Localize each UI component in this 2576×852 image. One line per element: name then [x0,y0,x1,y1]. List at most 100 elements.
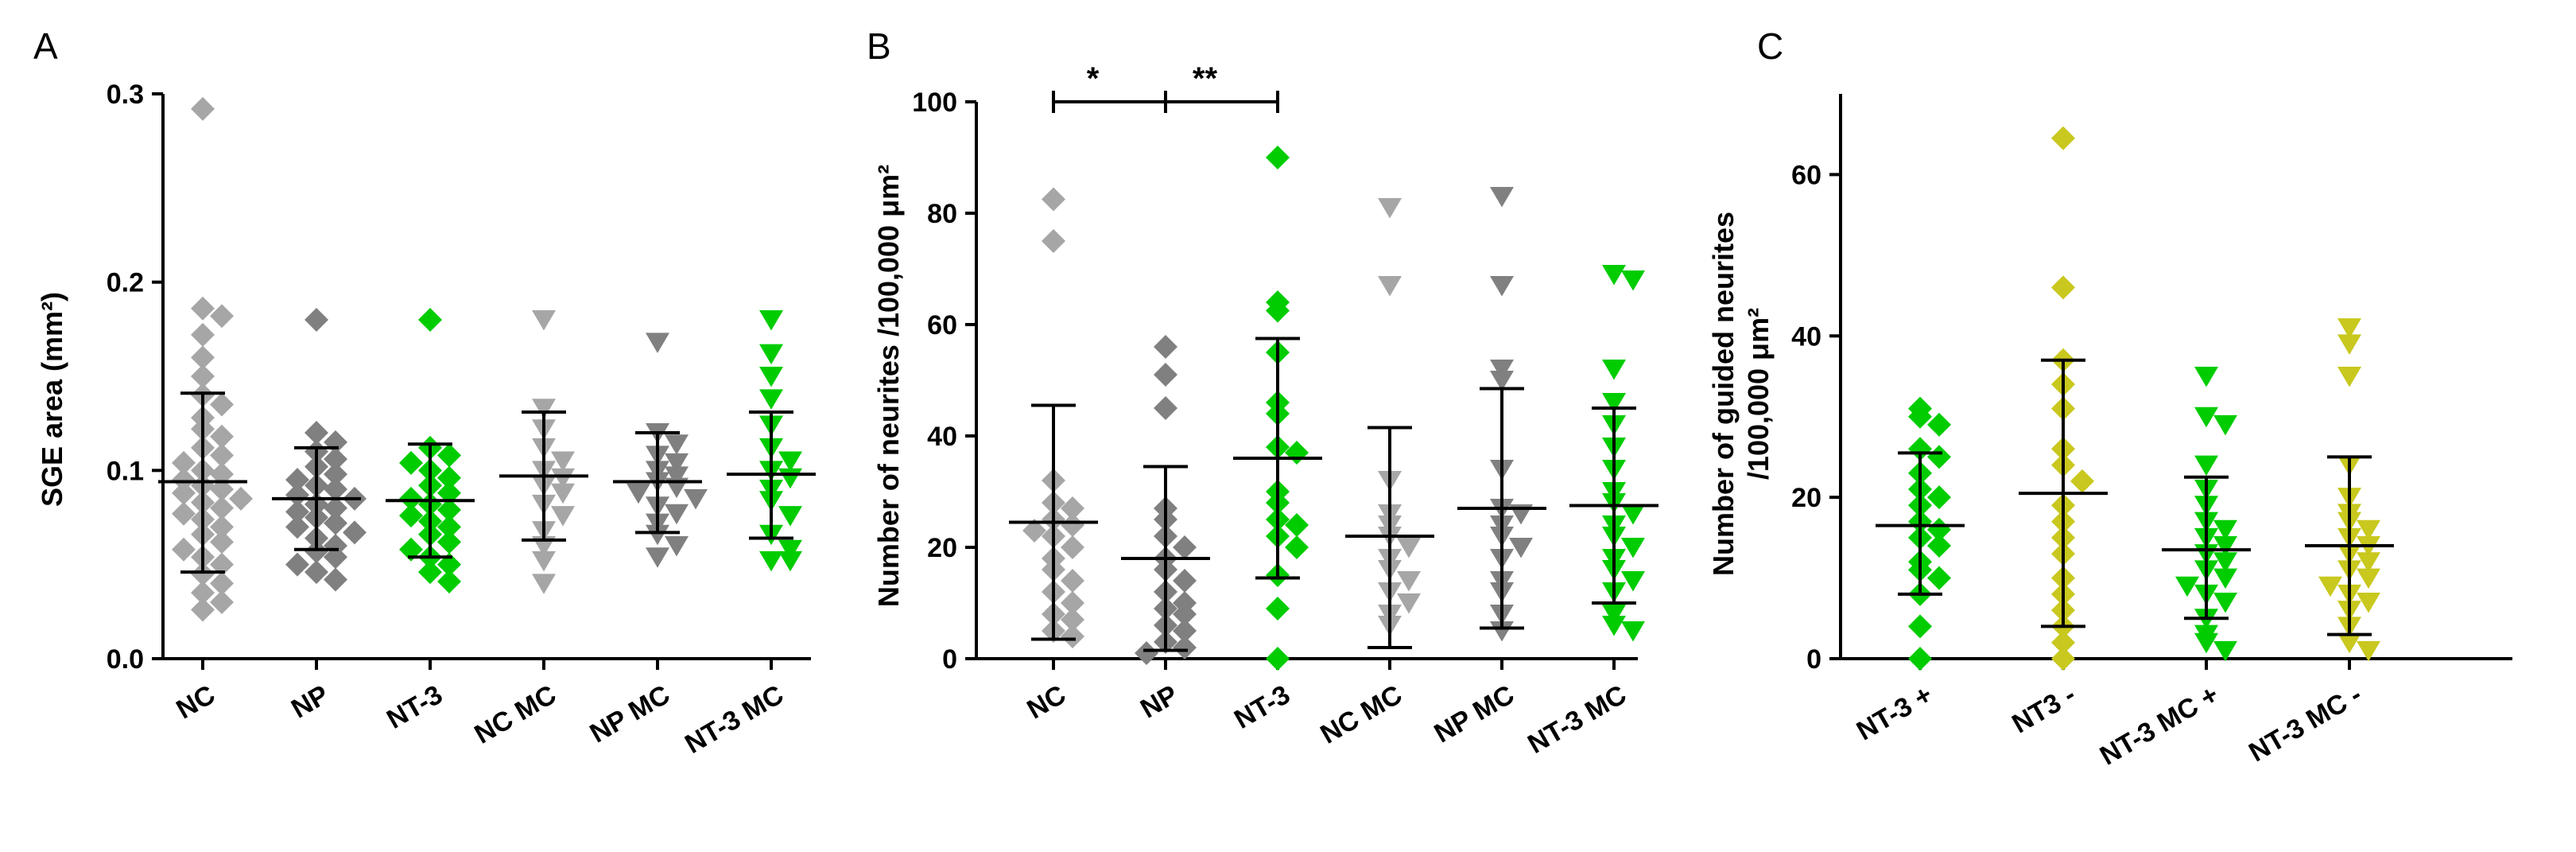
panel-a-point [437,465,461,490]
panel-a-point [324,511,347,535]
panel-b-y-tick-label: 40 [927,422,957,452]
panel-c-point [2194,632,2218,654]
panel-a-point [532,550,556,572]
panel-a-category-label: NT-3 [382,679,448,735]
panel-a-point [172,537,196,562]
panel-a-point [285,483,309,508]
panel-a-point [627,483,650,504]
panel-a-point [210,515,234,539]
panel-a-point [285,515,309,539]
panel-c-point [2337,367,2361,387]
panel-a-point [418,308,442,332]
panel-a-point [210,496,234,520]
panel-b-point [1154,335,1177,359]
panel-a-point [778,506,802,527]
panel-a-point [191,322,215,347]
panel-a-point [778,451,802,472]
panel-a-point [759,389,783,410]
panel-c-point [2357,552,2380,573]
panel-b-point [1061,569,1084,593]
panel-a-point [210,424,234,449]
panel-b-point [1621,571,1645,592]
panel-a-point [437,515,461,539]
panel-b-category-label: NT-3 MC [1523,679,1631,760]
panel-a-point [532,574,556,594]
panel-b-y-tick-label: 0 [942,644,957,675]
panel-b-y-tick-label: 20 [927,533,957,563]
panel-b-point [1285,535,1309,559]
panel-c-point [2357,568,2380,589]
panel-b-point [1173,569,1197,593]
panel-b-point [1621,270,1645,291]
panel-a-category-label: NC [171,679,220,725]
panel-b-point [1397,538,1421,558]
panel-a-point [665,504,689,525]
panel-b-point [1397,571,1421,592]
panel-b-point [1602,393,1626,414]
panel-a-point [191,345,215,370]
panel-c-point [2070,469,2094,493]
plot-layer: 0.00.10.20.3NC NP NT-3 NC MC NP MC NT-3 MC020… [107,61,2512,772]
panel-a-point [437,443,461,468]
panel-a-point [759,367,783,387]
panel-a-point [210,443,234,468]
panel-c-point [1908,404,1932,429]
panel-c-point [2194,407,2218,428]
panel-b-point [1621,621,1645,642]
panel-a-point [665,453,689,474]
panel-a-point [759,344,783,365]
panel-c-point [1927,534,1951,558]
panel-b-y-tick-label: 100 [912,88,957,118]
panel-b-y-tick-label: 60 [927,310,957,340]
panel-b-y-axis-title: Number of neurites /100,000 μm² [872,165,905,607]
panel-a-y-tick-label: 0.1 [107,456,144,486]
panel-a-point [646,524,669,546]
panel-b-point [1602,605,1626,625]
panel-c-y-tick-label: 0 [1806,644,1821,675]
panel-c-point [1927,517,1951,542]
panel-a-point [191,364,215,388]
panel-c-point [2357,640,2380,662]
panel-a-point [172,450,196,475]
panel-b-point [1266,298,1290,323]
panel-a-point [210,590,234,614]
panel-b-point [1490,276,1514,297]
panel-c-plot: 0 20 40 60 NT-3 + NT3 - NT-3 MC + NT-3 MC - [1791,94,2512,772]
panel-a-point [399,486,423,511]
panel-a-plot: 0.0 0.1 0.2 0.3 NC NP NT-3 NC MC NP MC NT-3 MC [107,80,816,760]
panel-c-point [2213,552,2237,573]
panel-b-point [1602,265,1626,286]
panel-a-category-label: NC MC [469,679,561,750]
panel-a-point [305,560,328,585]
panel-c-point [2357,519,2380,541]
panel-a-category-label: NP MC [585,679,675,749]
panel-b-category-label: NP MC [1430,679,1519,749]
panel-b-point [1061,513,1084,537]
panel-letter-a: A [33,25,58,67]
panel-a-point [324,567,347,592]
panel-b-significance-label: ** [1193,61,1218,96]
panel-a-point [551,468,575,489]
panel-a-point [437,569,461,593]
panel-c-point [2318,576,2342,597]
panel-a-point [646,547,669,568]
panel-c-point [2175,576,2199,597]
panel-c-y-tick-label: 60 [1791,160,1821,190]
panel-b-point [1061,535,1084,559]
panel-a-point [305,308,328,332]
panel-c-point [2051,126,2075,150]
panel-b-point [1490,371,1514,391]
panel-c-category-label: NT3 - [2007,679,2081,739]
panel-c-point [2213,640,2237,662]
panel-b-point [1602,616,1626,636]
panel-b-point [1173,619,1197,643]
panel-b-point [1266,647,1290,671]
panel-b-point [1509,538,1533,558]
panel-b-y-tick-label: 80 [927,199,957,229]
panel-a-point [305,421,328,445]
panel-b-point [1266,597,1290,621]
panel-c-point [1927,412,1951,437]
panel-a-point [778,550,802,572]
panel-c-point [2337,632,2361,654]
